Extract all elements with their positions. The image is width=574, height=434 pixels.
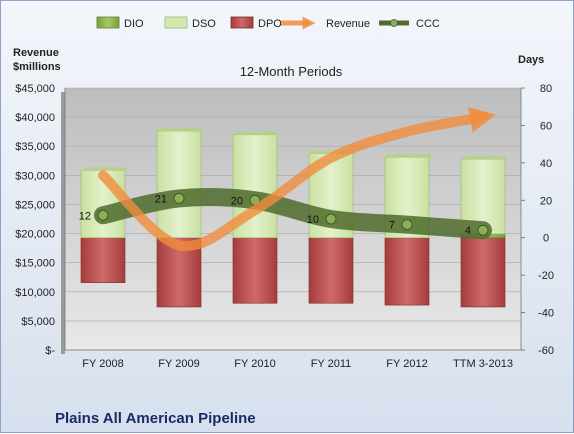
ccc-point	[401, 219, 413, 231]
ccc-data-label: 7	[389, 220, 395, 232]
ccc-data-label: 21	[155, 193, 167, 205]
bar-top-cap	[387, 154, 431, 158]
right-tick-label: 20	[540, 195, 552, 207]
left-tick-label: $45,000	[15, 83, 55, 95]
legend-label-ccc: CCC	[416, 18, 440, 30]
category-label: TTM 3-2013	[453, 358, 513, 370]
bar-top-cap	[83, 167, 127, 171]
right-axis-label: Days	[518, 54, 544, 66]
left-tick-label: $15,000	[15, 258, 55, 270]
legend-swatch-ccc-marker	[390, 19, 398, 27]
left-tick-label: $5,000	[21, 316, 55, 328]
chart-title: 12-Month Periods	[240, 64, 343, 79]
category-label: FY 2009	[158, 358, 199, 370]
left-tick-label: $-	[45, 345, 55, 357]
ccc-data-label: 12	[79, 210, 91, 222]
legend-label-dpo: DPO	[258, 18, 282, 30]
plot-side-wall	[61, 92, 65, 354]
right-tick-label: 0	[543, 233, 549, 245]
legend-swatch-dpo	[230, 16, 254, 29]
bar-dpo	[80, 237, 126, 283]
left-tick-label: $40,000	[15, 112, 55, 124]
ccc-line	[94, 188, 492, 240]
legend-swatch-dio	[96, 16, 120, 29]
category-label: FY 2012	[386, 358, 427, 370]
bar-dpo	[232, 237, 278, 304]
left-tick-label: $30,000	[15, 170, 55, 182]
bar-top-cap	[159, 128, 203, 132]
right-tick-label: 80	[540, 83, 552, 95]
bar-dso	[156, 130, 202, 239]
ccc-point	[477, 224, 489, 236]
ccc-point	[325, 213, 337, 225]
bar-dpo	[460, 237, 506, 308]
bar-dpo	[384, 237, 430, 306]
category-label: FY 2011	[311, 358, 352, 370]
legend-label-dso: DSO	[192, 18, 216, 30]
left-tick-label: $25,000	[15, 199, 55, 211]
left-tick-label: $10,000	[15, 287, 55, 299]
ccc-point	[97, 209, 109, 221]
left-axis-label-line1: Revenue	[13, 47, 59, 59]
ccc-data-label: 10	[307, 214, 319, 226]
left-axis-label-line2: $millions	[13, 61, 61, 73]
ccc-data-label: 20	[231, 195, 243, 207]
bar-top-cap	[235, 131, 279, 135]
right-tick-label: -40	[538, 308, 554, 320]
revenue-line	[98, 106, 496, 252]
left-tick-label: $35,000	[15, 141, 55, 153]
category-label: FY 2008	[82, 358, 123, 370]
right-tick-label: 40	[540, 158, 552, 170]
category-label: FY 2010	[234, 358, 275, 370]
ccc-point	[173, 192, 185, 204]
ccc-data-label: 4	[465, 225, 471, 237]
left-tick-label: $20,000	[15, 229, 55, 241]
legend-label-revenue: Revenue	[326, 18, 370, 30]
right-tick-label: 60	[540, 120, 552, 132]
legend-swatch-dso	[164, 16, 188, 29]
bar-top-cap	[463, 156, 507, 160]
company-name: Plains All American Pipeline	[55, 410, 256, 427]
right-tick-label: -60	[538, 345, 554, 357]
legend-label-dio: DIO	[124, 18, 144, 30]
bar-dpo	[308, 237, 354, 304]
right-tick-label: -20	[538, 270, 554, 282]
